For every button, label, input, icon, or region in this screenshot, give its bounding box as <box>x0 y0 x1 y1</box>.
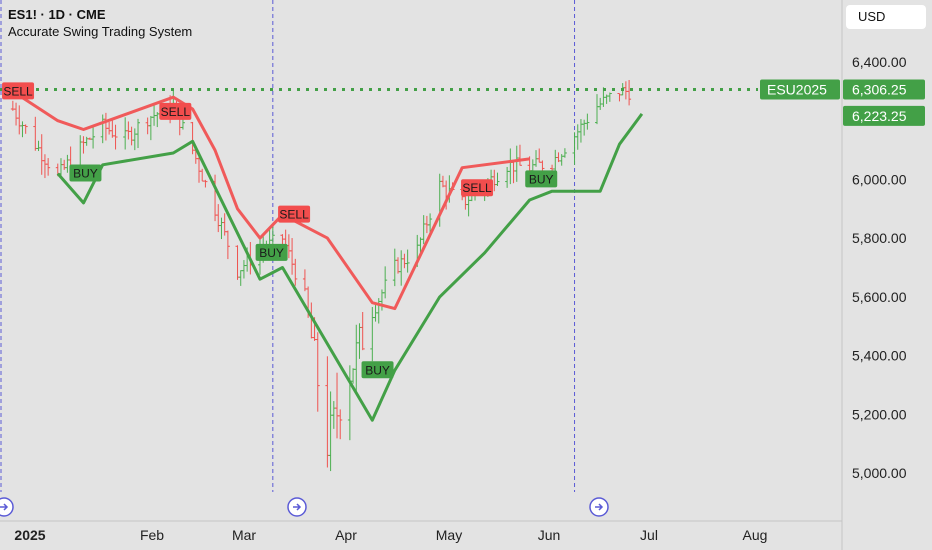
time-axis-label: Aug <box>743 527 768 543</box>
contract-tag-text: ESU2025 <box>767 82 827 98</box>
time-axis-label: 2025 <box>14 527 45 543</box>
signal-text: SELL <box>161 105 191 119</box>
indicator-title: Accurate Swing Trading System <box>8 24 193 39</box>
price-tick-label: 5,200.00 <box>852 406 907 422</box>
price-tick-label: 5,800.00 <box>852 230 907 246</box>
time-axis-label: May <box>436 527 462 543</box>
buy-signal-label <box>69 164 102 182</box>
arrow-right-icon <box>0 503 9 511</box>
signal-text: BUY <box>529 172 554 186</box>
price-tick-label: 6,000.00 <box>852 171 907 187</box>
swing-line-sell <box>11 90 530 311</box>
contract-tag <box>760 79 840 100</box>
plot-area <box>0 0 842 521</box>
indicator-value-tag <box>843 105 925 126</box>
arrow-right-icon <box>595 503 604 511</box>
sell-signal-label <box>278 205 311 223</box>
sell-signal-label <box>461 179 494 197</box>
last-price-tag <box>843 79 925 100</box>
arrow-right-icon <box>293 503 302 511</box>
symbol-title: ES1! · 1D · CME <box>8 7 106 22</box>
sell-signal-label <box>2 82 35 100</box>
price-tick-label: 5,000.00 <box>852 465 907 481</box>
signal-text: BUY <box>365 363 390 377</box>
price-tick-label: 5,400.00 <box>852 348 907 364</box>
signal-text: BUY <box>73 167 98 181</box>
time-axis-label: Mar <box>232 527 256 543</box>
signal-text: BUY <box>259 246 284 260</box>
buy-signal-label <box>525 170 558 188</box>
time-axis-label: Feb <box>140 527 164 543</box>
swing-line-buy <box>56 113 644 422</box>
last-price-tag-text: 6,306.25 <box>852 82 907 98</box>
buy-signal-label <box>361 361 394 379</box>
currency-button[interactable]: USD <box>846 5 926 29</box>
signal-text: SELL <box>3 84 33 98</box>
time-axis-panel[interactable] <box>0 521 842 550</box>
time-axis-label: Jul <box>640 527 658 543</box>
indicator-value-tag-text: 6,223.25 <box>852 108 907 124</box>
price-tick-label: 5,600.00 <box>852 289 907 305</box>
sell-signal-label <box>159 102 192 120</box>
buy-signal-label <box>255 243 288 261</box>
time-axis-label: Jun <box>538 527 561 543</box>
time-axis-label: Apr <box>335 527 357 543</box>
price-tick-label: 6,400.00 <box>852 54 907 70</box>
signal-text: SELL <box>462 181 492 195</box>
signal-text: SELL <box>279 208 309 222</box>
